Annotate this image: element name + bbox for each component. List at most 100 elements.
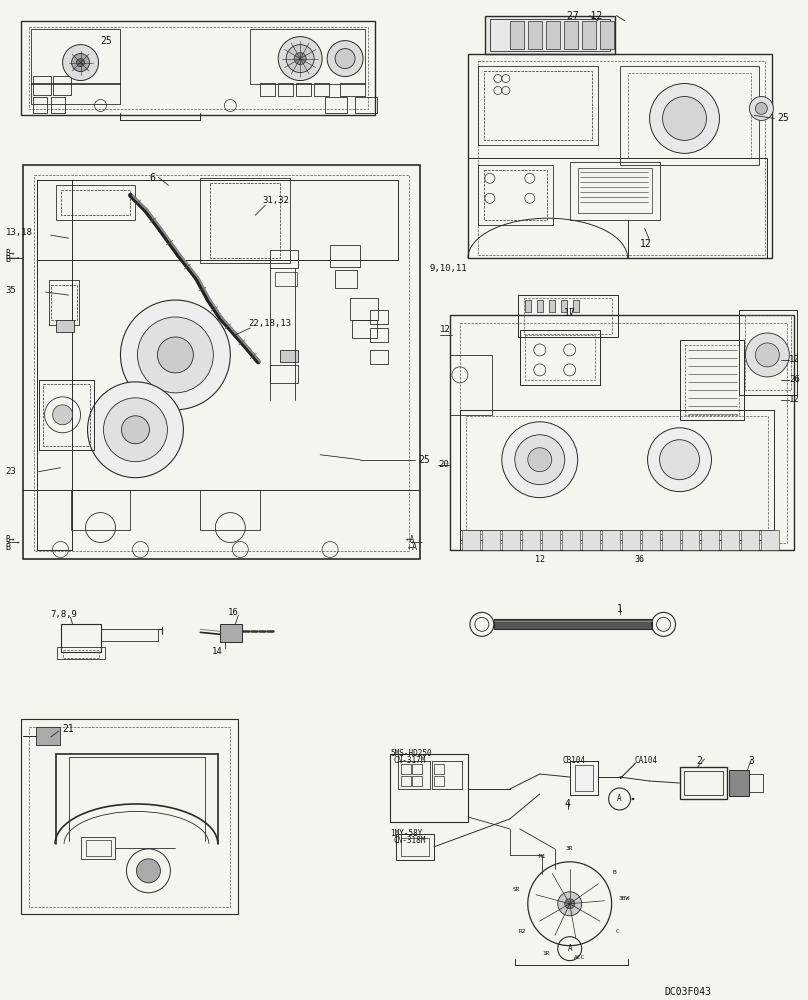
Bar bbox=[51, 97, 65, 113]
Text: 1: 1 bbox=[617, 604, 623, 614]
Bar bbox=[620, 66, 760, 165]
Text: 2: 2 bbox=[696, 756, 702, 766]
Bar bbox=[56, 185, 136, 220]
Bar bbox=[31, 29, 120, 84]
Text: CB104: CB104 bbox=[562, 756, 586, 765]
Circle shape bbox=[278, 37, 322, 81]
Text: DC03F043: DC03F043 bbox=[664, 987, 712, 997]
Bar bbox=[100, 629, 158, 641]
Bar bbox=[297, 83, 311, 96]
Text: 36: 36 bbox=[634, 555, 645, 564]
Bar bbox=[466, 416, 768, 534]
Bar bbox=[450, 315, 794, 550]
Bar bbox=[34, 175, 409, 551]
Bar bbox=[260, 83, 276, 96]
Bar bbox=[482, 530, 500, 550]
Bar bbox=[70, 490, 130, 530]
Bar bbox=[57, 647, 104, 659]
Bar bbox=[478, 61, 765, 255]
Bar bbox=[28, 27, 368, 109]
Bar bbox=[314, 83, 329, 96]
Text: 25: 25 bbox=[418, 455, 430, 465]
Circle shape bbox=[121, 416, 149, 444]
Bar bbox=[270, 365, 298, 383]
Text: 3R: 3R bbox=[566, 846, 574, 851]
Text: 14: 14 bbox=[213, 647, 223, 656]
Bar bbox=[280, 350, 298, 362]
Text: CA104: CA104 bbox=[634, 756, 658, 765]
Bar bbox=[742, 530, 760, 550]
Bar bbox=[340, 83, 365, 96]
Text: 25: 25 bbox=[100, 36, 112, 46]
Bar bbox=[21, 719, 238, 914]
Bar bbox=[600, 21, 613, 49]
Circle shape bbox=[327, 41, 363, 77]
Bar bbox=[680, 340, 744, 420]
Bar bbox=[56, 320, 74, 332]
Bar bbox=[522, 530, 540, 550]
Bar bbox=[730, 770, 749, 796]
Bar bbox=[278, 83, 293, 96]
Bar bbox=[746, 315, 791, 390]
Text: 12: 12 bbox=[440, 325, 451, 334]
Bar bbox=[460, 323, 787, 543]
Bar bbox=[370, 350, 388, 364]
Bar bbox=[398, 761, 430, 789]
Text: 6: 6 bbox=[149, 173, 155, 183]
Text: 21: 21 bbox=[62, 724, 74, 734]
Circle shape bbox=[528, 448, 552, 472]
Bar bbox=[545, 21, 560, 49]
Circle shape bbox=[103, 398, 167, 462]
Text: 12: 12 bbox=[535, 555, 545, 564]
Bar bbox=[450, 355, 492, 415]
Text: ACC: ACC bbox=[574, 955, 585, 960]
Text: 5MS-HD250: 5MS-HD250 bbox=[390, 749, 431, 758]
Bar bbox=[21, 21, 375, 115]
Bar bbox=[468, 158, 768, 258]
Bar bbox=[573, 300, 579, 312]
Bar bbox=[468, 54, 772, 258]
Bar bbox=[48, 280, 78, 325]
Bar bbox=[628, 73, 751, 158]
Bar bbox=[276, 272, 297, 286]
Bar bbox=[23, 165, 420, 559]
Text: C: C bbox=[616, 929, 619, 934]
Bar bbox=[61, 190, 130, 215]
Bar bbox=[370, 328, 388, 342]
Bar bbox=[680, 767, 727, 799]
Bar bbox=[200, 490, 260, 530]
Bar bbox=[61, 624, 100, 652]
Bar bbox=[510, 21, 524, 49]
Bar bbox=[325, 97, 347, 113]
Circle shape bbox=[335, 49, 355, 69]
Circle shape bbox=[746, 333, 789, 377]
Circle shape bbox=[558, 892, 582, 916]
Bar bbox=[81, 837, 116, 859]
Text: B: B bbox=[612, 870, 617, 875]
Text: R1: R1 bbox=[538, 854, 546, 859]
Bar bbox=[722, 530, 739, 550]
Bar bbox=[28, 727, 230, 907]
Bar bbox=[396, 834, 434, 860]
Text: B: B bbox=[6, 543, 11, 552]
Bar bbox=[684, 345, 739, 415]
Bar bbox=[761, 530, 780, 550]
Text: 4: 4 bbox=[565, 799, 570, 809]
Text: B→: B→ bbox=[6, 249, 15, 258]
Text: CN-317M: CN-317M bbox=[393, 756, 425, 765]
Bar bbox=[352, 320, 377, 338]
Bar bbox=[739, 310, 797, 395]
Circle shape bbox=[755, 343, 780, 367]
Bar bbox=[434, 776, 444, 786]
Bar bbox=[570, 761, 598, 795]
Circle shape bbox=[755, 102, 768, 114]
Circle shape bbox=[650, 84, 719, 153]
Text: A: A bbox=[617, 794, 622, 803]
Bar bbox=[432, 761, 462, 789]
Text: 16: 16 bbox=[229, 608, 239, 617]
Bar bbox=[390, 754, 468, 822]
Text: 12: 12 bbox=[640, 239, 651, 249]
Bar bbox=[36, 727, 60, 745]
Bar bbox=[541, 530, 560, 550]
Circle shape bbox=[158, 337, 193, 373]
